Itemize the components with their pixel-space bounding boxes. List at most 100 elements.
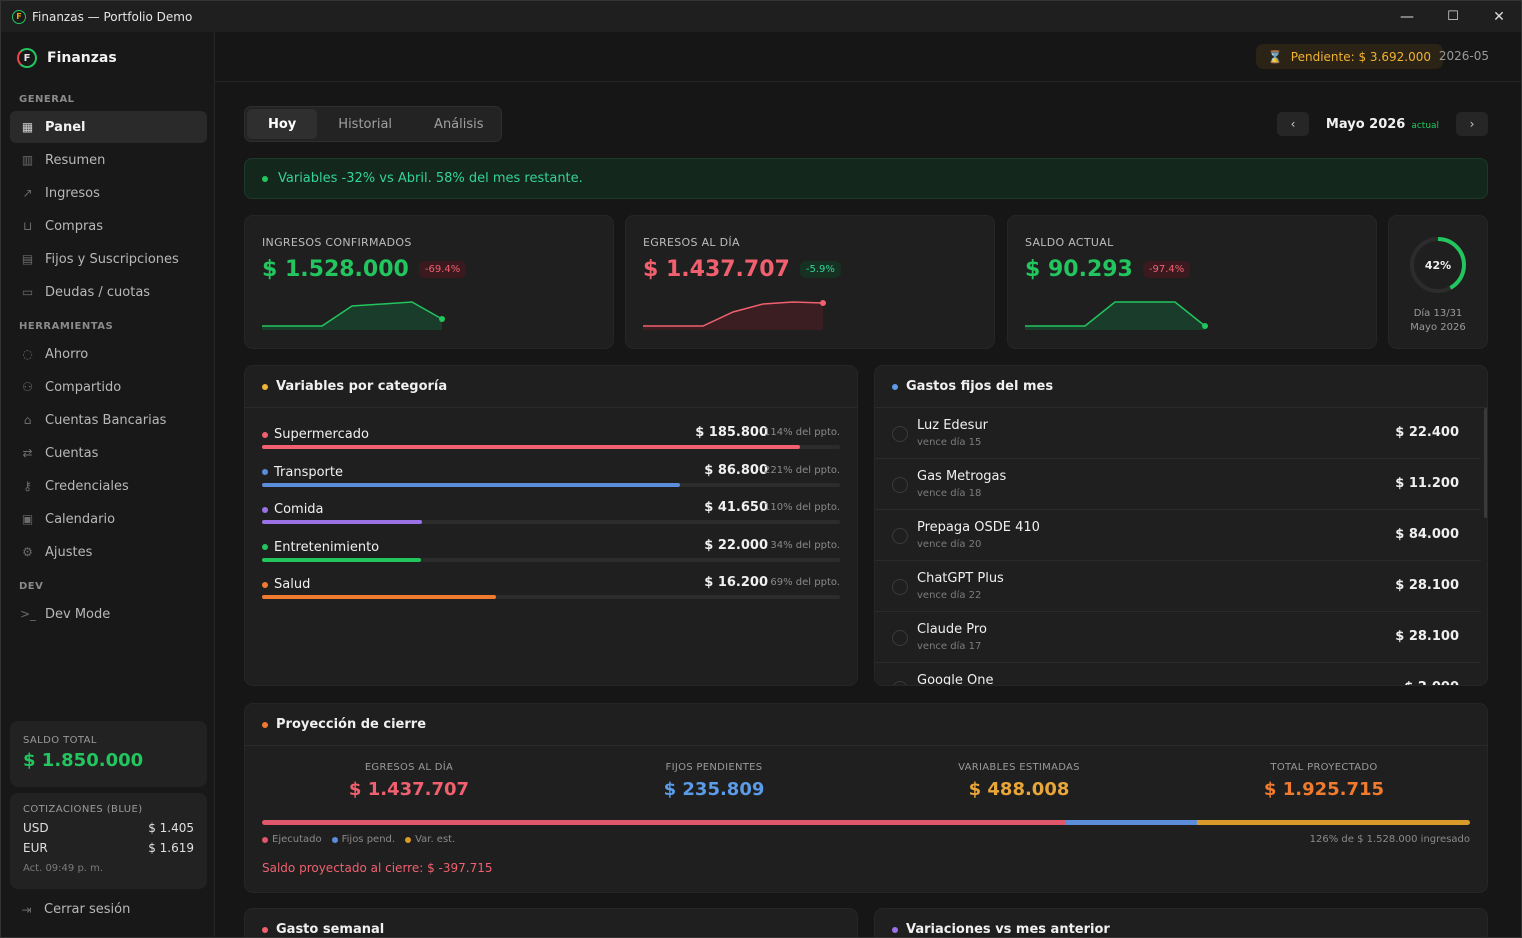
sidebar-item-calendario[interactable]: ▣ Calendario (10, 503, 207, 535)
sidebar-item-label: Ajustes (45, 544, 93, 560)
sidebar-item-ahorro[interactable]: ◌ Ahorro (10, 338, 207, 370)
fixed-expense-row[interactable]: Gas Metrogas vence día 18 $ 11.200 (875, 459, 1481, 510)
kpi-expenses-card: EGRESOS AL DÍA $ 1.437.707 -5.9% (625, 215, 995, 349)
card-icon: ▭ (21, 285, 34, 299)
bar-chart-icon: ▥ (21, 153, 34, 167)
rate-value: $ 1.405 (148, 821, 194, 835)
category-dot-icon (262, 431, 268, 438)
category-progress-fill (262, 595, 497, 599)
categories-panel: Variables por categoría Supermercado $ 18… (244, 365, 858, 686)
sidebar-item-compras[interactable]: ⊔ Compras (10, 210, 207, 242)
fixed-expense-name: Gas Metrogas (917, 469, 1007, 484)
nav-section-tools: HERRAMIENTAS (19, 321, 114, 332)
scrollbar[interactable] (1484, 408, 1487, 518)
paid-checkbox[interactable] (892, 528, 908, 544)
fixed-expense-row[interactable]: Claude Pro vence día 17 $ 28.100 (875, 612, 1481, 663)
income-sparkline (262, 301, 445, 330)
projection-value: $ 1.437.707 (348, 779, 470, 800)
tab-historial[interactable]: Historial (338, 116, 393, 132)
piggy-bank-icon: ◌ (22, 347, 33, 361)
paid-checkbox[interactable] (892, 426, 908, 442)
legend-fixed-pending: Fijos pend. (331, 834, 395, 845)
top-bar: ⌛ Pendiente: $ 3.692.000 2026-05 (215, 32, 1521, 82)
next-month-button[interactable]: › (1455, 112, 1488, 136)
category-dot-icon (262, 469, 268, 475)
tab-hoy[interactable]: Hoy (247, 109, 318, 139)
fixed-expense-due: vence día 17 (917, 641, 982, 652)
current-period: 2026-05 (1438, 49, 1489, 63)
category-name: Supermercado (262, 427, 369, 442)
category-amount: $ 41.650 (704, 500, 768, 515)
category-name: Entretenimiento (262, 540, 379, 555)
panel-title: Variaciones vs mes anterior (906, 922, 1110, 937)
sidebar-item-resumen[interactable]: ▥ Resumen (10, 144, 207, 176)
sidebar-item-label: Resumen (45, 152, 106, 168)
brand-logo-icon: F (17, 48, 37, 68)
month-progress-card: 42% Día 13/31 Mayo 2026 (1388, 215, 1488, 349)
sidebar-item-panel[interactable]: ▦ Panel (10, 111, 207, 143)
sidebar-item-cuentas-bancarias[interactable]: ⌂ Cuentas Bancarias (10, 404, 207, 436)
fixed-expense-due: vence día 15 (917, 437, 982, 448)
paid-checkbox[interactable] (892, 681, 908, 685)
category-progress-fill (262, 520, 423, 524)
grid-icon: ▦ (21, 120, 34, 134)
logout-button[interactable]: ⇥ Cerrar sesión (19, 902, 130, 917)
weekly-spending-panel: Gasto semanal (244, 908, 858, 937)
trend-up-icon: ↗ (22, 186, 33, 200)
projection-total: TOTAL PROYECTADO $ 1.925.715 (1174, 762, 1474, 800)
projection-value: $ 488.008 (968, 779, 1070, 800)
brand[interactable]: F Finanzas (17, 48, 117, 68)
kpi-label: EGRESOS AL DÍA (643, 236, 740, 249)
title-bar: F Finanzas — Portfolio Demo — ☐ ✕ (1, 1, 1521, 32)
paid-checkbox[interactable] (892, 579, 908, 595)
prev-month-button[interactable]: ‹ (1277, 112, 1309, 136)
legend-variables: Var. est. (405, 834, 455, 845)
pending-text: Pendiente: $ 3.692.000 (1290, 49, 1431, 64)
fixed-expense-amount: $ 2.000 (1404, 680, 1459, 685)
close-button[interactable]: ✕ (1493, 8, 1505, 25)
month-progress-gauge: 42% (1410, 237, 1466, 293)
tab-analisis[interactable]: Análisis (434, 116, 484, 132)
fixed-expense-name: ChatGPT Plus (917, 571, 1004, 586)
paid-checkbox[interactable] (892, 477, 908, 493)
paid-checkbox[interactable] (892, 630, 908, 646)
rate-currency: USD (23, 821, 49, 835)
fixed-expense-row[interactable]: Luz Edesur vence día 15 $ 22.400 (875, 408, 1481, 459)
fixed-expense-name: Claude Pro (917, 622, 987, 637)
panel-title: Gastos fijos del mes (906, 379, 1054, 394)
sidebar-item-deudas[interactable]: ▭ Deudas / cuotas (10, 276, 207, 308)
fixed-expense-row[interactable]: Google One $ 2.000 (875, 663, 1481, 685)
projection-executed: EGRESOS AL DÍA $ 1.437.707 (259, 762, 559, 800)
category-progress-fill (262, 482, 681, 487)
sidebar-item-label: Fijos y Suscripciones (45, 251, 179, 267)
projection-stacked-bar (262, 820, 1470, 825)
maximize-button[interactable]: ☐ (1447, 9, 1459, 24)
projection-fixed-pending: FIJOS PENDIENTES $ 235.809 (564, 762, 864, 800)
sidebar-item-fijos[interactable]: ▤ Fijos y Suscripciones (10, 243, 207, 275)
sidebar-item-label: Compras (45, 218, 104, 234)
projection-label: EGRESOS AL DÍA (364, 762, 454, 773)
fixed-expense-row[interactable]: ChatGPT Plus vence día 22 $ 28.100 (875, 561, 1481, 612)
fixed-expense-row[interactable]: Prepaga OSDE 410 vence día 20 $ 84.000 (875, 510, 1481, 561)
exchange-rates-card: COTIZACIONES (BLUE) USD $ 1.405 EUR $ 1.… (10, 793, 207, 889)
fixed-expense-due: vence día 20 (917, 539, 982, 550)
sidebar-item-cuentas[interactable]: ⇄ Cuentas (10, 437, 207, 469)
panel-title: Variables por categoría (276, 379, 448, 394)
sidebar-item-ingresos[interactable]: ↗ Ingresos (10, 177, 207, 209)
brand-name: Finanzas (47, 50, 117, 66)
sidebar-item-ajustes[interactable]: ⚙ Ajustes (10, 536, 207, 568)
fixed-expense-due: vence día 18 (917, 488, 982, 499)
rates-updated: Act. 09:49 p. m. (23, 863, 104, 874)
month-navigator: ‹ Mayo 2026 actual › (1277, 112, 1488, 136)
sidebar-item-credenciales[interactable]: ⚷ Credenciales (10, 470, 207, 502)
fixed-expense-due: vence día 22 (917, 590, 982, 601)
fixed-expenses-panel: Gastos fijos del mes Luz Edesur vence día… (874, 365, 1488, 686)
sidebar-item-dev-mode[interactable]: >_ Dev Mode (10, 598, 207, 630)
alert-text: Variables -32% vs Abril. 58% del mes res… (278, 171, 583, 186)
category-amount: $ 86.800 (704, 462, 768, 478)
pending-badge[interactable]: ⌛ Pendiente: $ 3.692.000 (1255, 44, 1443, 69)
minimize-button[interactable]: — (1400, 8, 1414, 25)
fixed-expense-name: Luz Edesur (917, 418, 989, 433)
sidebar-item-compartido[interactable]: ⚇ Compartido (10, 371, 207, 403)
sidebar-item-label: Cuentas (45, 445, 99, 461)
